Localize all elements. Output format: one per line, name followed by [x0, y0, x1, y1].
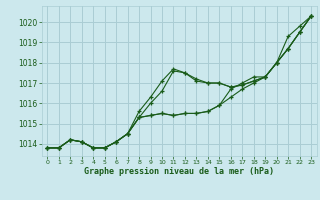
X-axis label: Graphe pression niveau de la mer (hPa): Graphe pression niveau de la mer (hPa) [84, 167, 274, 176]
